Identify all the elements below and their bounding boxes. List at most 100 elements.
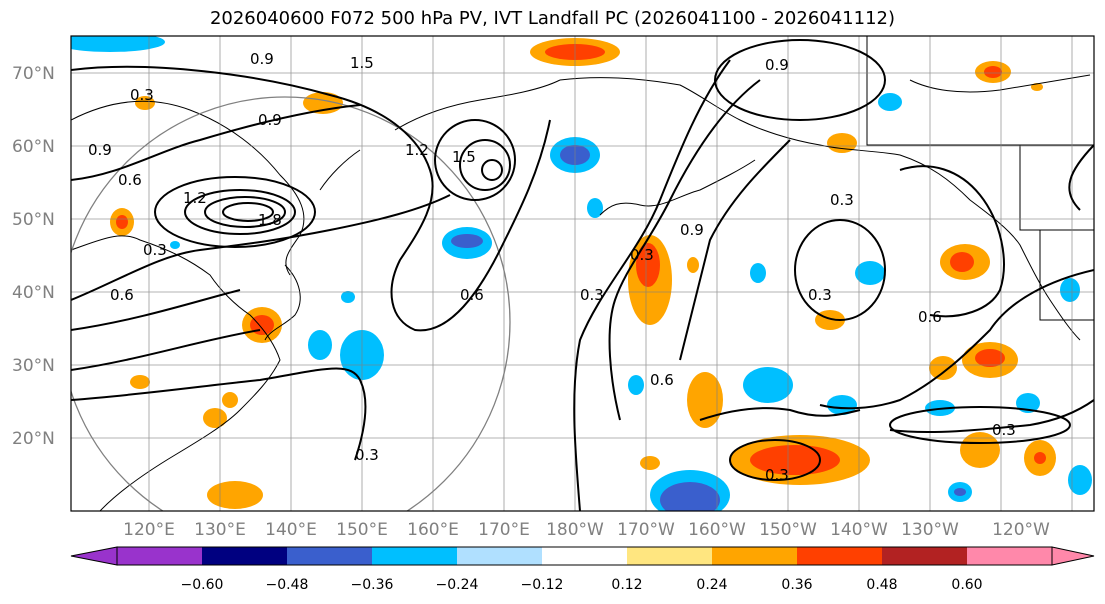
colorbar-tick-label: 0.36 bbox=[781, 577, 812, 593]
shaded-anomalies bbox=[71, 36, 1092, 511]
anomaly-blob bbox=[855, 261, 885, 285]
contour-label: 0.9 bbox=[680, 221, 704, 239]
colorbar-segment bbox=[797, 547, 882, 565]
lon-label: 150°E bbox=[336, 520, 388, 540]
anomaly-blob bbox=[130, 375, 150, 389]
anomaly-blob bbox=[750, 445, 840, 475]
longitude-axis: 120°E 130°E 140°E 150°E 160°E 170°E 180°… bbox=[123, 520, 1050, 540]
anomaly-blob bbox=[587, 198, 603, 218]
contour-line bbox=[699, 407, 861, 421]
colorbar-tick-label: −0.24 bbox=[436, 577, 479, 593]
anomaly-blob bbox=[170, 241, 180, 249]
contour-label: 0.9 bbox=[88, 141, 112, 159]
anomaly-blob bbox=[636, 243, 660, 287]
colorbar-frame bbox=[116, 546, 1053, 566]
anomaly-blob bbox=[308, 330, 332, 360]
contour-label: 0.3 bbox=[580, 286, 604, 304]
anomaly-blob bbox=[71, 36, 165, 52]
anomaly-blob bbox=[687, 372, 723, 428]
lon-label: 150°W bbox=[759, 520, 817, 540]
anomaly-blob bbox=[1068, 465, 1092, 495]
contour-label: 0.6 bbox=[460, 286, 484, 304]
contour-line bbox=[434, 119, 516, 201]
map-background bbox=[71, 36, 1094, 511]
anomaly-blob bbox=[975, 349, 1005, 367]
lon-label: 170°E bbox=[478, 520, 530, 540]
contour-label: 0.3 bbox=[830, 191, 854, 209]
colorbar-tick-label: 0.48 bbox=[866, 577, 897, 593]
contour-label: 1.2 bbox=[405, 141, 429, 159]
colorbar-segment bbox=[457, 547, 542, 565]
contour-line bbox=[71, 367, 367, 461]
colorbar-segment bbox=[967, 547, 1052, 565]
lon-label: 120°W bbox=[992, 520, 1050, 540]
colorbar-segment bbox=[287, 547, 372, 565]
contour-line bbox=[71, 194, 451, 301]
figure-title: 2026040600 F072 500 hPa PV, IVT Landfall… bbox=[209, 8, 896, 29]
anomaly-blob bbox=[950, 252, 974, 272]
contour-label: 1.2 bbox=[183, 189, 207, 207]
contour-label: 0.9 bbox=[765, 56, 789, 74]
contour-label: 0.3 bbox=[130, 86, 154, 104]
anomaly-blob bbox=[1031, 83, 1043, 91]
contour-line bbox=[714, 39, 886, 121]
contour-label: 0.6 bbox=[118, 171, 142, 189]
contour-line bbox=[794, 219, 886, 321]
contour-line bbox=[1068, 144, 1094, 211]
contour-line bbox=[679, 139, 791, 361]
lat-label: 70°N bbox=[12, 64, 55, 84]
colorbar-tick-label: −0.48 bbox=[266, 577, 309, 593]
anomaly-blob bbox=[878, 93, 902, 111]
anomaly-blob bbox=[929, 356, 957, 380]
anomaly-blob bbox=[660, 482, 720, 511]
colorbar-tick-label: −0.12 bbox=[521, 577, 564, 593]
contour-label: 0.3 bbox=[808, 286, 832, 304]
contour-label: 1.5 bbox=[350, 54, 374, 72]
lon-label: 120°E bbox=[123, 520, 175, 540]
lat-label: 40°N bbox=[12, 283, 55, 303]
contour-label: 0.3 bbox=[355, 446, 379, 464]
contour-line bbox=[71, 289, 241, 331]
anomaly-blob bbox=[687, 257, 699, 273]
anomaly-blob bbox=[1060, 278, 1080, 302]
anomaly-blob bbox=[222, 392, 238, 408]
lon-label: 170°W bbox=[617, 520, 675, 540]
colorbar-segment bbox=[712, 547, 797, 565]
contour-line bbox=[889, 406, 1071, 444]
lat-label: 50°N bbox=[12, 210, 55, 230]
lat-label: 20°N bbox=[12, 429, 55, 449]
anomaly-blob bbox=[135, 96, 155, 110]
anomaly-blob bbox=[640, 456, 660, 470]
coastlines bbox=[71, 36, 1094, 511]
colorbar-tick-label: 0.12 bbox=[611, 577, 642, 593]
anomaly-blob bbox=[116, 215, 128, 229]
contour-label: 1.5 bbox=[452, 148, 476, 166]
colorbar-tick-label: −0.36 bbox=[351, 577, 394, 593]
colorbar-tick-label: −0.60 bbox=[181, 577, 224, 593]
contour-line bbox=[481, 159, 503, 181]
colorbar-segment bbox=[372, 547, 457, 565]
lon-label: 160°E bbox=[407, 520, 459, 540]
lon-label: 160°W bbox=[688, 520, 746, 540]
anomaly-blob bbox=[341, 291, 355, 303]
anomaly-blob bbox=[984, 66, 1002, 78]
contour-line bbox=[71, 329, 261, 371]
anomaly-blob bbox=[954, 488, 966, 496]
colorbar-segment bbox=[882, 547, 967, 565]
contours bbox=[71, 39, 1094, 511]
contour-label: 0.9 bbox=[258, 111, 282, 129]
contour-label: 0.6 bbox=[650, 371, 674, 389]
anomaly-blob bbox=[451, 234, 483, 248]
colorbar-tick-label: 0.24 bbox=[696, 577, 727, 593]
range-circle bbox=[71, 96, 511, 511]
contour-line bbox=[608, 79, 761, 421]
lon-label: 140°E bbox=[265, 520, 317, 540]
contour-line bbox=[184, 189, 296, 235]
contour-labels: 0.9 1.5 0.3 0.9 0.9 0.6 1.2 1.5 1.2 0.3 … bbox=[88, 50, 1016, 484]
colorbar-segment bbox=[202, 547, 287, 565]
lat-label: 60°N bbox=[12, 137, 55, 157]
contour-line bbox=[222, 202, 274, 222]
contour-line bbox=[573, 59, 731, 511]
